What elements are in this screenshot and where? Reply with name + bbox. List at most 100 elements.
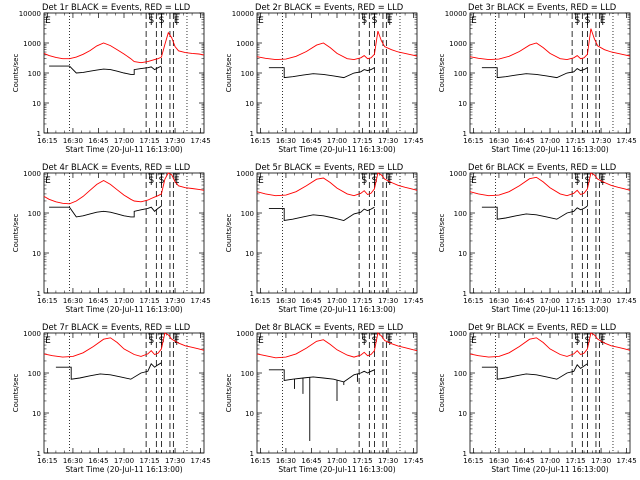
marker-label-S: S xyxy=(148,176,154,186)
marker-label-S: S xyxy=(585,16,591,26)
x-tick-label: 16:30 xyxy=(489,297,509,305)
marker-bracket xyxy=(584,333,591,345)
marker-label-S: S xyxy=(574,16,580,26)
events-series-line xyxy=(55,362,162,380)
marker-label-E: E xyxy=(471,336,477,346)
y-tick-label: 10 xyxy=(245,410,254,418)
marker-label-S: S xyxy=(574,176,580,186)
x-tick-label: 16:45 xyxy=(88,137,108,145)
x-tick-label: 16:45 xyxy=(514,137,534,145)
marker-label-S: S xyxy=(159,176,165,186)
panel-det-8: Det 8r BLACK = Events, RED = LLD 1 10 100 10… xyxy=(225,322,424,474)
plot-frame xyxy=(469,12,631,134)
marker-bracket xyxy=(148,13,155,25)
x-axis-label: Start Time (20-Jul-11 16:13:00) xyxy=(491,145,608,154)
y-tick-label: 10 xyxy=(245,250,254,258)
marker-label-S: S xyxy=(372,176,378,186)
y-tick-label: 1000 xyxy=(449,40,467,48)
x-tick-label: 17:45 xyxy=(191,297,211,305)
x-tick-label: 16:30 xyxy=(276,137,296,145)
x-tick-label: 17:00 xyxy=(540,297,560,305)
marker-bracket xyxy=(574,173,581,185)
marker-bracket xyxy=(361,333,368,345)
marker-label-S: S xyxy=(585,336,591,346)
marker-label-E: E xyxy=(600,336,606,346)
y-tick-label: 10000 xyxy=(232,10,254,18)
x-tick-label: 16:15 xyxy=(37,137,57,145)
plot-frame xyxy=(469,332,631,454)
x-tick-label: 17:45 xyxy=(617,137,637,145)
lld-series-line xyxy=(43,31,205,64)
events-series-line xyxy=(481,205,588,220)
marker-label-E: E xyxy=(174,16,180,26)
marker-label-S: S xyxy=(372,16,378,26)
panel-title: Det 6r BLACK = Events, RED = LLD xyxy=(468,162,616,172)
y-tick-label: 1000 xyxy=(23,40,41,48)
marker-label-E: E xyxy=(45,16,51,26)
x-tick-label: 16:30 xyxy=(63,137,83,145)
y-tick-label: 10 xyxy=(32,250,41,258)
x-tick-label: 16:45 xyxy=(514,297,534,305)
x-tick-label: 17:00 xyxy=(327,297,347,305)
y-tick-label: 1000 xyxy=(23,330,41,338)
panel-det-7: Det 7r BLACK = Events, RED = LLD 1 10 100 10… xyxy=(12,322,211,474)
x-axis-label: Start Time (20-Jul-11 16:13:00) xyxy=(278,305,395,314)
marker-bracket xyxy=(574,13,581,25)
y-tick-label: 1 xyxy=(250,290,254,298)
y-tick-label: 1000 xyxy=(236,170,254,178)
y-tick-label: 1 xyxy=(37,290,41,298)
y-tick-label: 1 xyxy=(37,450,41,458)
x-tick-label: 16:30 xyxy=(489,137,509,145)
marker-bracket xyxy=(158,173,165,185)
events-series-line xyxy=(49,65,162,75)
x-tick-label: 17:30 xyxy=(165,297,185,305)
x-axis-label: Start Time (20-Jul-11 16:13:00) xyxy=(65,305,182,314)
y-tick-label: 1000 xyxy=(236,40,254,48)
marker-label-E: E xyxy=(600,176,606,186)
marker-label-S: S xyxy=(159,16,165,26)
x-tick-label: 17:15 xyxy=(352,297,372,305)
y-tick-label: 1000 xyxy=(236,330,254,338)
events-series-line xyxy=(268,67,375,79)
y-axis-label: Counts/sec xyxy=(438,54,446,93)
y-tick-label: 100 xyxy=(241,70,254,78)
y-tick-label: 100 xyxy=(454,70,467,78)
marker-bracket xyxy=(371,333,378,345)
marker-bracket xyxy=(584,173,591,185)
marker-bracket xyxy=(173,333,180,345)
events-series-line xyxy=(268,369,375,383)
marker-label-E: E xyxy=(471,176,477,186)
lld-series-line xyxy=(43,172,205,205)
x-axis-label: Start Time (20-Jul-11 16:13:00) xyxy=(491,305,608,314)
marker-label-E: E xyxy=(174,176,180,186)
panel-det-1: Det 1r BLACK = Events, RED = LLD 1 10 100 10… xyxy=(12,2,211,154)
y-tick-label: 100 xyxy=(28,370,41,378)
x-tick-label: 17:00 xyxy=(327,137,347,145)
lld-series-line xyxy=(469,28,631,61)
x-tick-label: 17:30 xyxy=(165,457,185,465)
marker-bracket xyxy=(599,173,606,185)
y-tick-label: 10 xyxy=(458,250,467,258)
x-tick-label: 17:15 xyxy=(565,297,585,305)
marker-bracket xyxy=(148,333,155,345)
marker-label-S: S xyxy=(148,336,154,346)
x-tick-label: 16:30 xyxy=(276,297,296,305)
x-tick-label: 17:45 xyxy=(191,137,211,145)
y-tick-label: 1 xyxy=(250,130,254,138)
events-series-line xyxy=(268,206,375,222)
events-series-line xyxy=(481,363,588,380)
x-tick-label: 16:15 xyxy=(250,457,270,465)
x-tick-label: 17:00 xyxy=(114,137,134,145)
x-tick-label: 17:30 xyxy=(165,137,185,145)
y-tick-label: 10 xyxy=(32,100,41,108)
x-tick-label: 17:00 xyxy=(327,457,347,465)
y-tick-label: 1 xyxy=(37,130,41,138)
marker-label-S: S xyxy=(361,176,367,186)
marker-bracket xyxy=(599,13,606,25)
x-tick-label: 16:15 xyxy=(37,457,57,465)
panel-det-9: Det 9r BLACK = Events, RED = LLD 1 10 100 10… xyxy=(438,322,637,474)
marker-label-E: E xyxy=(45,336,51,346)
y-tick-label: 1000 xyxy=(23,170,41,178)
x-tick-label: 17:30 xyxy=(378,297,398,305)
x-tick-label: 17:30 xyxy=(591,297,611,305)
